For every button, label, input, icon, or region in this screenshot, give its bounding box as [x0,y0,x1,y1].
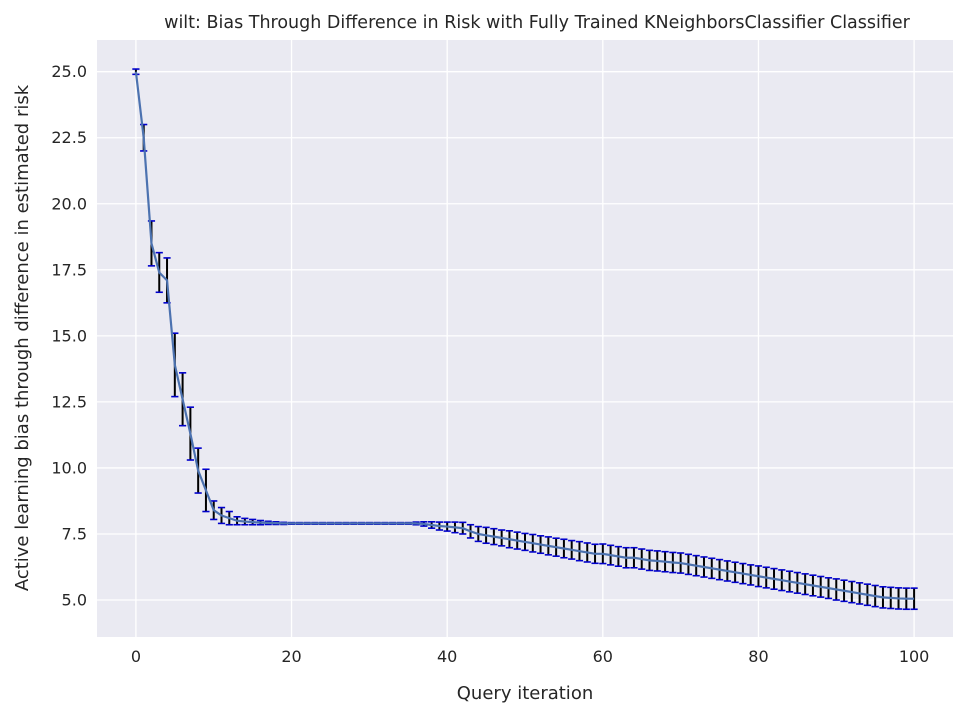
y-tick-label: 12.5 [51,392,87,411]
y-tick-label: 5.0 [62,591,87,610]
x-tick-label: 0 [131,647,141,666]
y-tick-labels: 5.0 7.5 10.0 12.5 15.0 17.5 20.0 22.5 25.0 [51,62,87,609]
y-tick-label: 10.0 [51,458,87,477]
chart-title: wilt: Bias Through Difference in Risk wi… [164,13,911,33]
y-axis-label: Active learning bias through difference … [12,84,33,591]
x-tick-label: 80 [748,647,768,666]
y-tick-label: 20.0 [51,194,87,213]
error-bar [910,587,918,611]
x-tick-label: 20 [281,647,301,666]
x-tick-label: 40 [437,647,457,666]
y-tick-label: 15.0 [51,326,87,345]
series-line-group [134,71,915,600]
x-axis-label: Query iteration [457,683,593,704]
y-tick-label: 7.5 [62,524,87,543]
y-tick-label: 25.0 [51,62,87,81]
x-tick-label: 100 [899,647,930,666]
x-tick-label: 60 [593,647,613,666]
y-tick-label: 22.5 [51,128,87,147]
x-tick-labels: 0 20 40 60 80 100 [131,647,930,666]
series-line [134,71,915,600]
y-tick-label: 17.5 [51,260,87,279]
grid [97,40,953,637]
